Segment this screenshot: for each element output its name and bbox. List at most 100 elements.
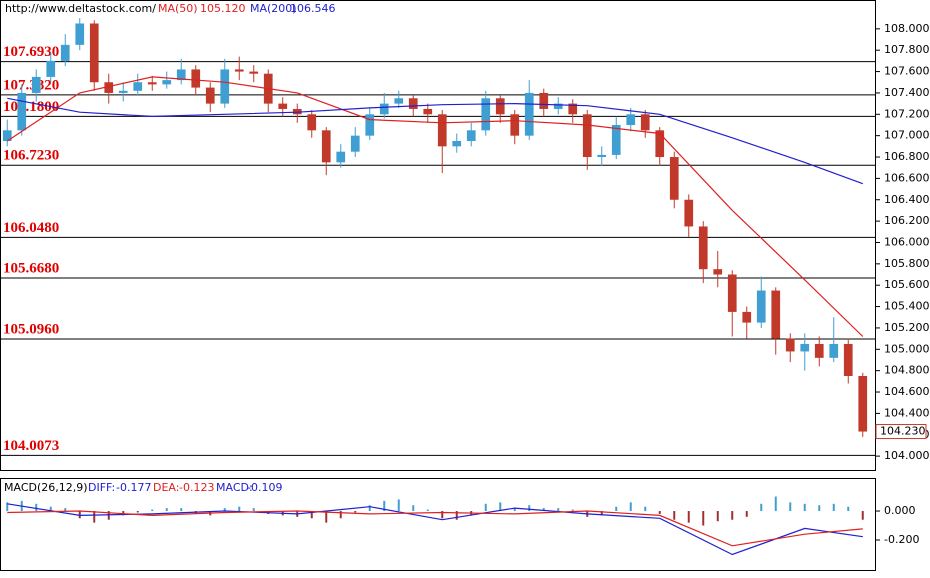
y-tick-label: 105.400: [884, 300, 930, 313]
candle-body: [858, 376, 868, 432]
candle-body: [466, 130, 476, 141]
y-tick-label: 108.000: [884, 22, 930, 35]
candle-body: [582, 114, 592, 158]
ma-value: 105.120: [200, 2, 246, 15]
candle-body: [597, 154, 607, 158]
candle-body: [495, 98, 505, 115]
y-tick-label: 105.800: [884, 257, 930, 270]
candle-body: [814, 343, 824, 358]
candle-body: [234, 69, 244, 72]
y-tick-label: 105.600: [884, 278, 930, 291]
dea-name: DEA:: [153, 481, 179, 494]
macd-value: -0.109: [247, 481, 282, 494]
candle-body: [742, 311, 752, 323]
candle-body: [785, 338, 795, 352]
y-tick-label: 106.600: [884, 171, 930, 184]
y-tick-label: 105.000: [884, 342, 930, 355]
level-label: 106.7230: [3, 148, 59, 164]
y-tick-label: 104.600: [884, 385, 930, 398]
level-label: 107.1800: [3, 99, 59, 115]
candle-body: [727, 274, 737, 312]
candle-body: [162, 80, 172, 85]
y-tick-label: 107.400: [884, 86, 930, 99]
ma-value: 106.546: [290, 2, 336, 15]
candle-body: [133, 82, 143, 91]
candle-body: [684, 199, 694, 227]
candle-body: [481, 98, 491, 131]
candle-body: [147, 82, 157, 85]
level-label: 107.3820: [3, 77, 59, 93]
y-tick-label: 105.200: [884, 321, 930, 334]
candle-body: [452, 141, 462, 147]
macd-line: [7, 503, 863, 556]
candle-body: [568, 103, 578, 115]
y-tick-label: 106.400: [884, 193, 930, 206]
candle-body: [89, 23, 99, 83]
candle-body: [2, 130, 12, 141]
candle-body: [307, 114, 317, 131]
y-tick-label: 107.600: [884, 65, 930, 78]
candle-body: [205, 87, 215, 104]
y-tick-label: 0.000: [884, 504, 916, 517]
candle-body: [408, 98, 418, 109]
candle-body: [843, 343, 853, 376]
candle-body: [655, 130, 665, 158]
candle-body: [524, 92, 534, 136]
y-tick-label: 106.000: [884, 235, 930, 248]
candle-body: [75, 23, 85, 45]
candle-body: [60, 44, 70, 61]
level-label: 104.0073: [3, 438, 59, 454]
ma-line: [7, 97, 864, 185]
candle-body: [669, 157, 679, 200]
candle-body: [800, 343, 810, 352]
url: http://www.deltastock.com/: [5, 2, 156, 15]
macd-line: [7, 510, 863, 547]
candle-body: [713, 269, 723, 275]
candle-body: [626, 114, 636, 125]
level-label: 105.0960: [3, 321, 59, 337]
candle-body: [553, 103, 563, 109]
y-tick-label: 107.000: [884, 129, 930, 142]
candle-body: [829, 343, 839, 358]
candle-body: [249, 71, 259, 74]
candle-body: [640, 114, 650, 131]
candle-body: [437, 114, 447, 147]
candle-body: [510, 114, 520, 136]
candle-body: [423, 108, 433, 115]
candle-body: [321, 130, 331, 163]
ma-name: MA(50): [158, 2, 198, 15]
ma-name: MA(200): [250, 2, 297, 15]
y-tick-label: 104.800: [884, 364, 930, 377]
ma-line: [6, 76, 864, 337]
candle-body: [17, 92, 27, 131]
candle-body: [611, 124, 621, 155]
price-pane: [0, 0, 876, 471]
candle-body: [336, 151, 346, 163]
candle-body: [771, 290, 781, 339]
level-label: 106.0480: [3, 220, 59, 236]
last-price-box: [875, 424, 927, 440]
candle-body: [46, 60, 56, 77]
candle-body: [365, 114, 375, 136]
candle-body: [104, 82, 114, 93]
candle-body: [176, 69, 186, 81]
macd-pane: [0, 478, 876, 571]
candle-body: [698, 226, 708, 270]
diff-value: -0.177: [116, 481, 151, 494]
candle-body: [394, 98, 404, 104]
y-tick-label: 107.800: [884, 43, 930, 56]
y-tick-label: 107.200: [884, 107, 930, 120]
candle-body: [350, 135, 360, 152]
candle-body: [539, 92, 549, 109]
level-label: 107.6930: [3, 44, 59, 60]
y-tick-label: 104.400: [884, 406, 930, 419]
candle-body: [191, 69, 201, 88]
y-tick-label: -0.200: [884, 533, 919, 546]
candle-body: [31, 76, 41, 93]
diff-name: DIFF:: [88, 481, 115, 494]
y-tick-label: 106.800: [884, 150, 930, 163]
level-label: 105.6680: [3, 260, 59, 276]
macd-title: MACD(26,12,9): [4, 481, 88, 494]
